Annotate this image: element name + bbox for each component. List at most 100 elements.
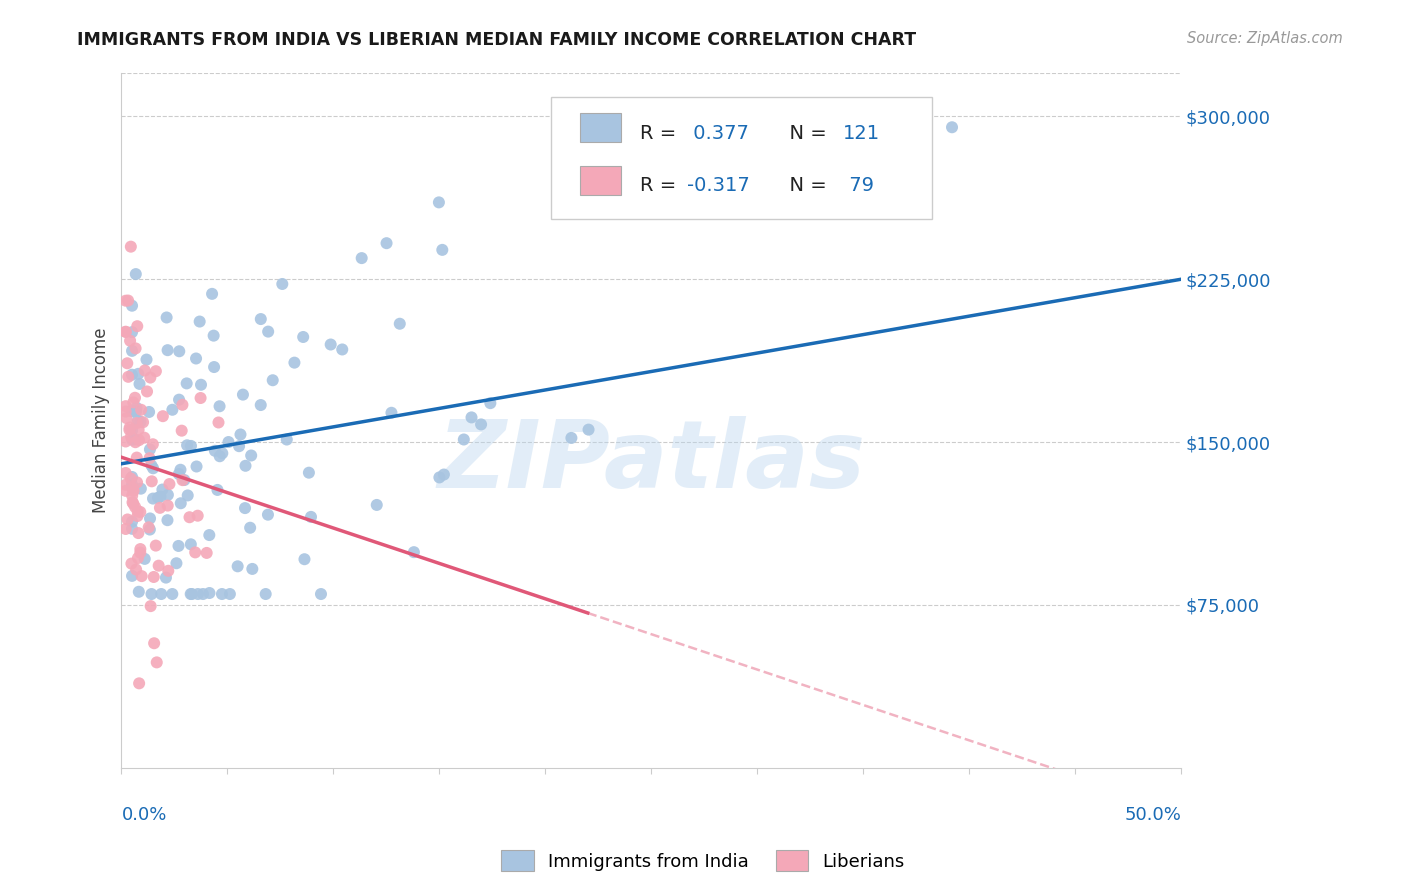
Text: 0.377: 0.377 [688,124,749,143]
Point [191,587,214,601]
Point [229,427,252,442]
Point [141,475,163,489]
Point [162,587,184,601]
Point [432,243,454,257]
Point [187,508,209,523]
Point [142,437,165,451]
Point [298,466,321,480]
Point [138,520,160,534]
Point [249,312,271,326]
Point [114,404,136,418]
Point [129,505,152,519]
Text: 0.0%: 0.0% [121,805,167,824]
Point [218,587,240,601]
Point [211,446,233,460]
Text: N =: N = [778,124,834,143]
Point [180,587,202,601]
Point [170,424,193,438]
Point [125,475,148,490]
Point [202,359,225,374]
Point [173,473,195,487]
Point [330,343,353,357]
Point [129,415,152,429]
Point [121,424,143,438]
Point [218,435,240,450]
Point [138,451,160,466]
Point [187,587,209,601]
Point [257,508,280,522]
Point [121,343,143,358]
Point [120,240,142,254]
Point [262,373,284,387]
Point [156,310,179,325]
Point [125,450,148,465]
Point [177,488,200,502]
Point [157,477,180,491]
Point [198,528,221,542]
Legend: Immigrants from India, Liberians: Immigrants from India, Liberians [494,843,912,879]
Point [157,564,180,578]
Point [186,459,208,474]
Point [146,491,169,505]
Point [121,569,143,583]
Point [152,409,174,424]
Point [114,466,136,480]
Point [142,461,165,475]
Point [190,391,212,405]
Point [429,470,451,484]
Point [134,552,156,566]
Point [124,391,146,405]
Point [121,404,143,418]
Point [190,377,212,392]
Point [122,497,145,511]
Point [142,491,165,506]
Point [121,515,143,529]
Point [118,423,141,437]
Point [127,504,149,518]
Point [114,522,136,536]
Point [145,656,167,670]
Text: 121: 121 [844,124,880,143]
Point [127,319,149,334]
Point [124,433,146,447]
Point [207,416,229,430]
Point [233,501,256,516]
Point [145,364,167,378]
Point [235,458,257,473]
Point [122,395,145,409]
Point [139,442,162,457]
Text: R =: R = [640,124,682,143]
Point [128,676,150,690]
Point [124,500,146,514]
Point [125,404,148,418]
Point [375,236,398,251]
Point [139,599,162,614]
Point [139,370,162,384]
Point [136,384,159,399]
Point [202,328,225,343]
Point [121,433,143,447]
Point [122,483,145,498]
Point [271,277,294,291]
Point [122,482,145,496]
Point [172,398,194,412]
Text: 50.0%: 50.0% [1125,805,1181,824]
Point [117,293,139,308]
Point [204,443,226,458]
Point [170,496,193,510]
Point [148,558,170,573]
Point [124,435,146,450]
Point [239,521,262,535]
Point [114,325,136,339]
Point [156,488,179,502]
Point [155,571,177,585]
Point [128,584,150,599]
Point [143,636,166,650]
Point [292,330,315,344]
Point [120,334,142,348]
Point [121,299,143,313]
Point [135,352,157,367]
Point [276,433,298,447]
Bar [581,113,620,143]
Point [180,537,202,551]
